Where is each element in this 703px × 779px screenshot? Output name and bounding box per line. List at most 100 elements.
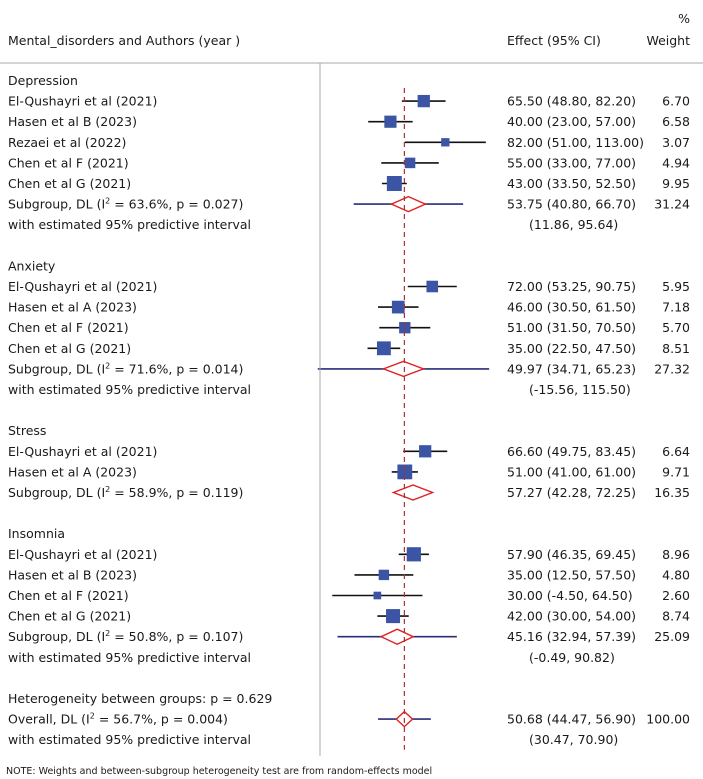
- weight-column-header-percent: %: [678, 11, 690, 26]
- overall-effect-ci: 50.68 (44.47, 56.90): [507, 712, 636, 727]
- study-marker: [399, 322, 411, 334]
- study-weight: 7.18: [662, 300, 690, 315]
- study-label: El-Qushayri et al (2021): [8, 94, 157, 109]
- study-effect-ci: 35.00 (22.50, 47.50): [507, 341, 636, 356]
- overall-label: Overall, DL (I2 = 56.7%, p = 0.004): [8, 712, 228, 727]
- subgroup-effect-ci: 53.75 (40.80, 66.70): [507, 197, 636, 212]
- subgroup-weight: 31.24: [654, 197, 690, 212]
- study-marker: [426, 280, 439, 293]
- study-marker: [417, 94, 430, 108]
- study-marker: [441, 138, 450, 147]
- study-weight: 6.70: [662, 94, 690, 109]
- predictive-interval-text: (11.86, 95.64): [529, 217, 618, 232]
- study-label: Chen et al G (2021): [8, 609, 131, 624]
- study-marker: [391, 300, 405, 314]
- study-weight: 6.58: [662, 114, 690, 129]
- study-effect-ci: 82.00 (51.00, 113.00): [507, 135, 644, 150]
- study-marker: [384, 115, 397, 128]
- study-label: Chen et al F (2021): [8, 320, 129, 335]
- study-weight: 8.96: [662, 547, 690, 562]
- subgroup-diamond: [391, 484, 435, 501]
- subgroup-diamond: [381, 360, 426, 378]
- forest-plot-header: Mental_disorders and Authors (year ) Eff…: [0, 11, 703, 64]
- study-weight: 4.94: [662, 155, 690, 170]
- study-effect-ci: 40.00 (23.00, 57.00): [507, 114, 636, 129]
- group-title: Depression: [8, 73, 78, 88]
- study-marker: [397, 464, 413, 480]
- subgroup-label: Subgroup, DL (I2 = 58.9%, p = 0.119): [8, 485, 243, 500]
- study-label: El-Qushayri et al (2021): [8, 547, 157, 562]
- study-effect-ci: 55.00 (33.00, 77.00): [507, 155, 636, 170]
- subgroup-diamond: [389, 195, 428, 213]
- study-effect-ci: 51.00 (31.50, 70.50): [507, 320, 636, 335]
- group-title: Stress: [8, 423, 46, 438]
- forest-plot-rows: Depression El-Qushayri et al (2021) 65.50 …: [8, 63, 690, 756]
- study-weight: 3.07: [662, 135, 690, 150]
- study-label: Hasen et al A (2023): [8, 464, 137, 479]
- subgroup-effect-ci: 45.16 (32.94, 57.39): [507, 629, 636, 644]
- study-label: El-Qushayri et al (2021): [8, 279, 157, 294]
- overall-predictive-text: (30.47, 70.90): [529, 732, 618, 747]
- study-weight: 4.80: [662, 567, 690, 582]
- subgroup-label: Subgroup, DL (I2 = 63.6%, p = 0.027): [8, 197, 243, 212]
- study-weight: 2.60: [662, 588, 690, 603]
- study-label: Hasen et al B (2023): [8, 114, 137, 129]
- subgroup-weight: 16.35: [654, 485, 690, 500]
- predictive-interval-text: (-15.56, 115.50): [529, 382, 631, 397]
- study-weight: 8.74: [662, 609, 690, 624]
- study-effect-ci: 42.00 (30.00, 54.00): [507, 609, 636, 624]
- heterogeneity-text: Heterogeneity between groups: p = 0.629: [8, 691, 272, 706]
- predictive-label: with estimated 95% predictive interval: [8, 650, 251, 665]
- study-marker: [378, 569, 390, 581]
- subgroup-effect-ci: 57.27 (42.28, 72.25): [507, 485, 636, 500]
- study-effect-ci: 72.00 (53.25, 90.75): [507, 279, 636, 294]
- study-weight: 9.71: [662, 464, 690, 479]
- study-effect-ci: 66.60 (49.75, 83.45): [507, 444, 636, 459]
- study-label: Rezaei et al (2022): [8, 135, 126, 150]
- study-marker: [406, 547, 421, 562]
- study-effect-ci: 57.90 (46.35, 69.45): [507, 547, 636, 562]
- study-label: Hasen et al B (2023): [8, 567, 137, 582]
- overall-weight: 100.00: [646, 712, 690, 727]
- study-effect-ci: 65.50 (48.80, 82.20): [507, 94, 636, 109]
- study-weight: 9.95: [662, 176, 690, 191]
- study-marker: [404, 157, 416, 169]
- subgroup-diamond: [379, 628, 415, 645]
- study-effect-ci: 43.00 (33.50, 52.50): [507, 176, 636, 191]
- weight-column-header-weight: Weight: [646, 33, 690, 48]
- subgroup-weight: 25.09: [654, 629, 690, 644]
- study-effect-ci: 35.00 (12.50, 57.50): [507, 567, 636, 582]
- group-title: Anxiety: [8, 258, 56, 273]
- study-marker: [419, 445, 432, 458]
- study-label: El-Qushayri et al (2021): [8, 444, 157, 459]
- study-label: Chen et al F (2021): [8, 588, 129, 603]
- study-weight: 5.70: [662, 320, 690, 335]
- subgroup-weight: 27.32: [654, 361, 690, 376]
- effect-column-header: Effect (95% CI): [507, 33, 601, 48]
- predictive-label: with estimated 95% predictive interval: [8, 382, 251, 397]
- study-weight: 8.51: [662, 341, 690, 356]
- study-effect-ci: 46.00 (30.50, 61.50): [507, 300, 636, 315]
- subgroup-label: Subgroup, DL (I2 = 50.8%, p = 0.107): [8, 629, 243, 644]
- subgroup-label: Subgroup, DL (I2 = 71.6%, p = 0.014): [8, 361, 243, 376]
- study-label: Hasen et al A (2023): [8, 300, 137, 315]
- overall-predictive-label: with estimated 95% predictive interval: [8, 732, 251, 747]
- label-column-header: Mental_disorders and Authors (year ): [8, 33, 240, 48]
- predictive-interval-text: (-0.49, 90.82): [529, 650, 615, 665]
- study-weight: 5.95: [662, 279, 690, 294]
- study-marker: [373, 591, 382, 600]
- study-effect-ci: 51.00 (41.00, 61.00): [507, 464, 636, 479]
- study-marker: [386, 609, 401, 624]
- study-label: Chen et al G (2021): [8, 341, 131, 356]
- study-marker: [386, 176, 402, 191]
- study-weight: 6.64: [662, 444, 690, 459]
- study-label: Chen et al G (2021): [8, 176, 131, 191]
- subgroup-effect-ci: 49.97 (34.71, 65.23): [507, 361, 636, 376]
- study-label: Chen et al F (2021): [8, 155, 129, 170]
- group-title: Insomnia: [8, 526, 65, 541]
- predictive-label: with estimated 95% predictive interval: [8, 217, 251, 232]
- study-marker: [376, 341, 391, 356]
- footnote: NOTE: Weights and between-subgroup heter…: [6, 766, 432, 777]
- study-effect-ci: 30.00 (-4.50, 64.50): [507, 588, 633, 603]
